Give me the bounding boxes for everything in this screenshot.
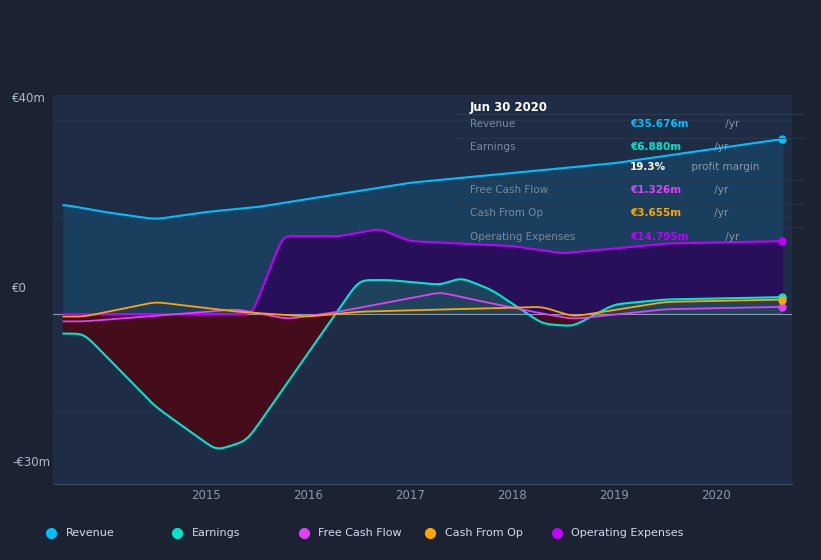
- Text: -€30m: -€30m: [12, 455, 50, 469]
- Text: /yr: /yr: [722, 119, 740, 129]
- Text: €3.655m: €3.655m: [631, 208, 681, 218]
- Text: /yr: /yr: [711, 208, 728, 218]
- Text: €35.676m: €35.676m: [631, 119, 689, 129]
- Text: Revenue: Revenue: [470, 119, 515, 129]
- Text: €40m: €40m: [12, 91, 46, 105]
- Text: Operating Expenses: Operating Expenses: [571, 529, 684, 538]
- Text: /yr: /yr: [722, 232, 740, 241]
- Text: €14.795m: €14.795m: [631, 232, 689, 241]
- Text: profit margin: profit margin: [688, 162, 759, 172]
- Text: Free Cash Flow: Free Cash Flow: [319, 529, 402, 538]
- Text: €0: €0: [12, 282, 27, 295]
- Text: €6.880m: €6.880m: [631, 142, 681, 152]
- Text: Cash From Op: Cash From Op: [445, 529, 523, 538]
- Text: Earnings: Earnings: [192, 529, 241, 538]
- Text: Operating Expenses: Operating Expenses: [470, 232, 575, 241]
- Text: Free Cash Flow: Free Cash Flow: [470, 185, 548, 195]
- Text: €1.326m: €1.326m: [631, 185, 681, 195]
- Text: Cash From Op: Cash From Op: [470, 208, 543, 218]
- Text: Earnings: Earnings: [470, 142, 515, 152]
- Text: Jun 30 2020: Jun 30 2020: [470, 101, 548, 114]
- Text: 19.3%: 19.3%: [631, 162, 667, 172]
- Text: /yr: /yr: [711, 142, 728, 152]
- Text: Revenue: Revenue: [66, 529, 114, 538]
- Text: /yr: /yr: [711, 185, 728, 195]
